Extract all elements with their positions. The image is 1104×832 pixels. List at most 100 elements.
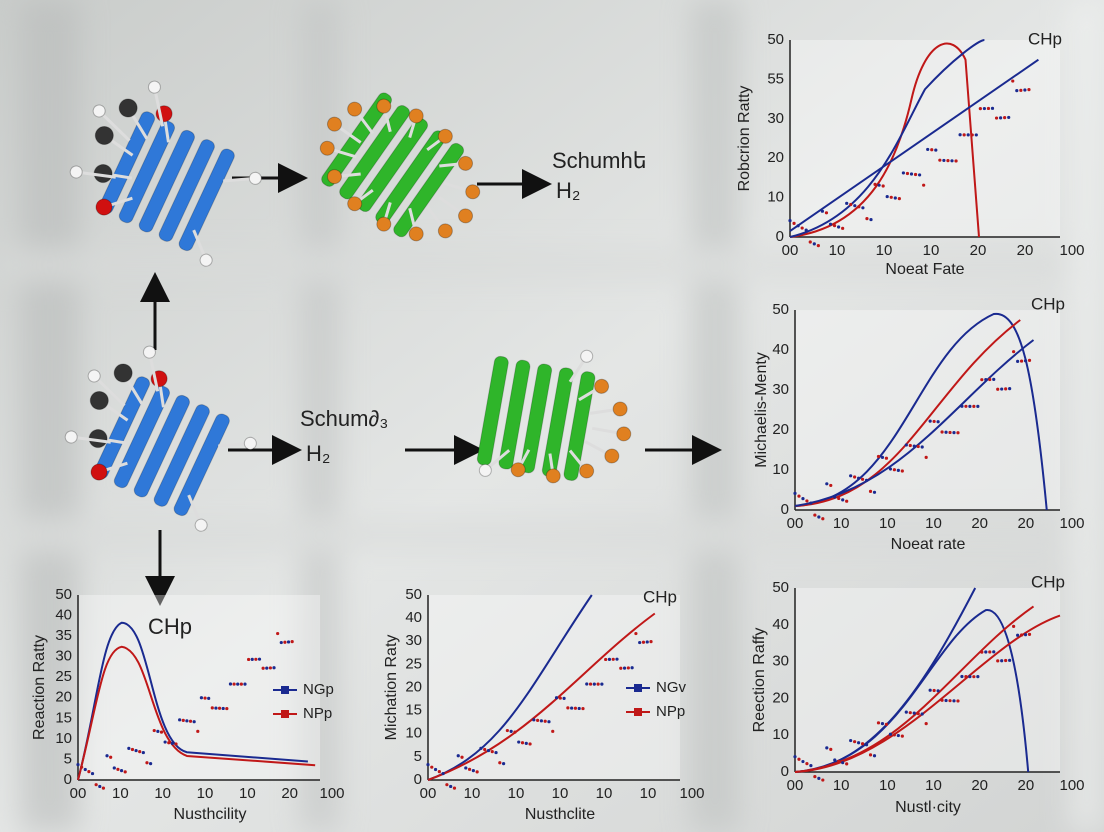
x-tick-label: 20	[970, 242, 987, 259]
atom	[510, 462, 526, 478]
x-tick-label: 100	[1059, 777, 1084, 794]
scatter-dot	[868, 753, 873, 757]
x-tick-label: 20	[1017, 777, 1034, 794]
beta-strand	[158, 139, 215, 242]
scatter-dot	[889, 195, 893, 199]
atom	[458, 155, 474, 171]
scatter-dot	[841, 498, 845, 502]
y-tick-label: 40	[772, 616, 789, 633]
scatter-dot	[924, 721, 928, 726]
scatter-dot	[464, 766, 468, 770]
atom	[90, 463, 108, 481]
scatter-dot	[908, 443, 912, 448]
scatter-dot	[805, 499, 809, 503]
x-tick-label: 10	[239, 785, 256, 802]
scatter-dot	[483, 747, 487, 752]
panel-title: CHp	[1031, 294, 1065, 313]
scatter-dot	[159, 730, 164, 734]
x-tick-label: 10	[879, 777, 896, 794]
bond	[76, 170, 116, 179]
scatter-dot	[992, 650, 996, 654]
scatter-dot	[83, 767, 87, 772]
y-tick-label: 30	[772, 653, 789, 670]
y-axis-label: Reection Raffy	[751, 628, 768, 733]
scatter-dot	[978, 107, 982, 111]
scatter-dot	[960, 674, 964, 679]
scatter-dot	[1027, 358, 1032, 362]
scatter-dot	[1019, 88, 1023, 92]
y-tick-label: 40	[405, 609, 422, 626]
y-tick-label: 30	[772, 381, 789, 398]
scatter-dot	[860, 742, 865, 746]
scatter-dot	[286, 640, 291, 644]
scatter-dot	[809, 764, 813, 768]
reagent-label: H₂	[556, 178, 580, 203]
atom	[579, 463, 595, 479]
scatter-dot	[893, 196, 897, 200]
scatter-dot	[996, 659, 1000, 663]
panel-title: CHp	[1031, 572, 1065, 591]
atom	[142, 345, 156, 359]
atom	[199, 253, 213, 267]
scatter-dot	[1023, 633, 1028, 637]
y-tick-label: 0	[781, 763, 789, 780]
atom	[408, 226, 424, 242]
x-tick-label: 10	[197, 785, 214, 802]
scatter-dot	[832, 224, 837, 228]
scatter-dot	[994, 116, 999, 120]
curve	[77, 645, 316, 781]
scatter-dot	[968, 675, 972, 679]
scatter-dot	[857, 476, 861, 480]
scatter-dot	[988, 377, 992, 382]
scatter-dot	[934, 148, 938, 152]
scatter-dot	[268, 666, 272, 670]
x-tick-label: 10	[154, 785, 171, 802]
atom	[147, 80, 161, 94]
y-tick-label: 50	[772, 301, 789, 318]
beta-strand	[153, 404, 210, 507]
y-tick-label: 20	[767, 149, 784, 166]
scatter-dot	[207, 696, 211, 700]
scatter-dot	[225, 706, 229, 711]
legend-marker	[281, 710, 289, 718]
y-tick-label: 0	[64, 771, 72, 788]
scatter-dot	[577, 706, 581, 711]
plot-panel: 0 10 20 30 40 50 00 10 10 10 20 20 100 Reection Raffy…	[751, 572, 1084, 816]
scatter-dot	[1000, 387, 1004, 391]
scatter-dot	[479, 746, 483, 750]
scatter-dot	[130, 747, 135, 752]
scatter-dot	[833, 758, 837, 762]
x-tick-label: 10	[464, 785, 481, 802]
y-tick-label: 5	[64, 750, 72, 767]
atom	[64, 430, 78, 444]
scatter-dot	[547, 720, 551, 724]
scatter-dot	[966, 133, 970, 137]
x-tick-label: 100	[679, 785, 704, 802]
scatter-dot	[203, 696, 207, 700]
plot-panel: 0 10 20 30 55 50 00 10 10 10 20 20 100 Robcrion Ratty…	[736, 29, 1084, 278]
scatter-dot	[996, 387, 1000, 391]
atom	[113, 363, 133, 383]
scatter-dot	[792, 221, 796, 225]
x-tick-label: 00	[782, 242, 799, 259]
scatter-dot	[634, 631, 638, 636]
legend-label: NGp	[303, 681, 334, 698]
bond	[71, 435, 111, 444]
atom	[612, 401, 628, 417]
scatter-dot	[554, 696, 559, 700]
scatter-dot	[892, 733, 896, 737]
x-tick-label: 10	[112, 785, 129, 802]
scatter-dot	[837, 759, 841, 763]
scatter-dot	[904, 710, 908, 714]
scatter-dot	[999, 116, 1003, 120]
scatter-dot	[1004, 658, 1008, 663]
scatter-dot	[793, 755, 797, 759]
atom	[465, 184, 481, 200]
beta-strand	[357, 117, 429, 213]
legend-marker	[634, 708, 642, 716]
scatter-dot	[138, 749, 142, 754]
scatter-dot	[958, 133, 962, 137]
scatter-dot	[101, 786, 106, 790]
scatter-dot	[960, 404, 964, 408]
scatter-dot	[247, 657, 251, 662]
